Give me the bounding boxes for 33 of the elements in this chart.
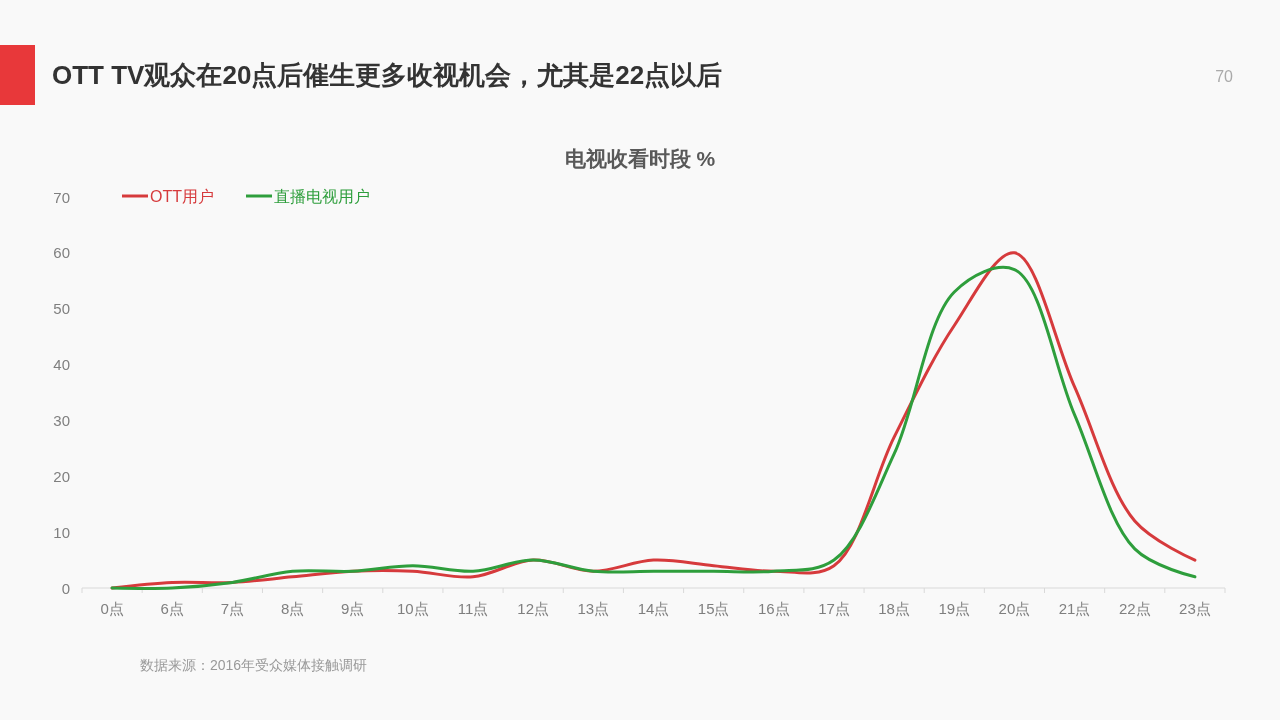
- chart-subtitle: 电视收看时段 %: [564, 147, 716, 170]
- legend-label: 直播电视用户: [274, 187, 370, 205]
- x-tick-label: 12点: [517, 599, 550, 617]
- x-tick-label: 18点: [878, 599, 910, 617]
- y-tick-label: 60: [53, 244, 70, 262]
- y-tick-label: 20: [53, 467, 70, 485]
- legend-label: OTT用户: [150, 187, 214, 205]
- x-tick-label: 19点: [938, 599, 971, 617]
- y-tick-label: 40: [53, 356, 70, 374]
- x-tick-label: 9点: [341, 599, 365, 617]
- x-tick-label: 21点: [1058, 599, 1091, 617]
- x-tick-label: 20点: [998, 599, 1031, 617]
- x-tick-label: 0点: [100, 599, 124, 617]
- x-tick-label: 11点: [457, 599, 489, 617]
- y-tick-label: 50: [53, 300, 70, 318]
- chart-title: OTT TV观众在20点后催生更多收视机会，尤其是22点以后: [52, 60, 723, 90]
- x-tick-label: 13点: [577, 599, 610, 617]
- x-tick-label: 23点: [1179, 599, 1211, 617]
- x-tick-label: 8点: [280, 599, 305, 617]
- x-tick-label: 17点: [818, 599, 850, 617]
- source-note: 数据来源：2016年受众媒体接触调研: [140, 657, 368, 673]
- x-tick-label: 7点: [220, 599, 245, 617]
- x-tick-label: 6点: [160, 599, 184, 617]
- y-tick-label: 0: [61, 579, 70, 597]
- x-tick-label: 14点: [637, 599, 670, 617]
- y-tick-label: 30: [53, 411, 70, 429]
- y-tick-label: 10: [53, 523, 70, 541]
- text: 70: [1215, 68, 1234, 85]
- x-tick-label: 22点: [1118, 599, 1151, 617]
- x-tick-label: 10点: [397, 599, 429, 617]
- x-tick-label: 15点: [697, 599, 730, 617]
- x-tick-label: 16点: [757, 599, 790, 617]
- y-tick-label: 70: [53, 188, 70, 206]
